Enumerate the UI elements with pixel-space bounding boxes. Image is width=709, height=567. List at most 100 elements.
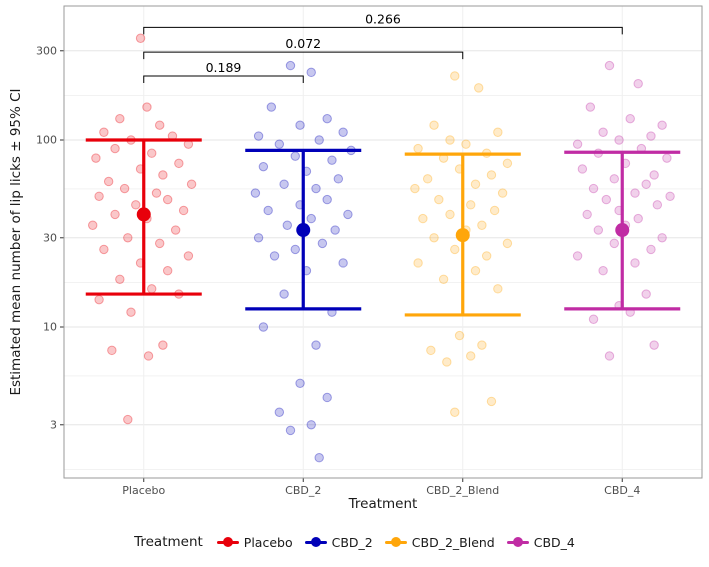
data-point — [429, 233, 439, 243]
data-point — [103, 176, 114, 187]
y-tick-label: 10 — [43, 321, 57, 334]
data-point — [481, 251, 492, 261]
data-point — [588, 183, 599, 194]
legend-item-cbd-2-blend: CBD_2_Blend — [384, 535, 495, 550]
data-point — [489, 205, 500, 216]
legend: Treatment Placebo CBD_2 CBD_2_Blend CBD_… — [0, 534, 709, 550]
data-point — [665, 191, 675, 201]
legend-item-cbd-4: CBD_4 — [506, 535, 575, 550]
data-point — [263, 205, 273, 216]
data-point — [649, 340, 659, 350]
data-point — [422, 174, 433, 184]
data-point — [477, 340, 487, 350]
data-point — [429, 120, 439, 130]
data-point — [115, 274, 125, 284]
data-point — [633, 213, 643, 224]
data-point — [572, 139, 583, 149]
panel-background — [64, 6, 702, 478]
data-point — [119, 183, 130, 194]
data-point — [333, 174, 344, 184]
data-point — [322, 194, 332, 205]
data-point — [410, 183, 420, 194]
data-point — [470, 266, 481, 276]
data-point — [477, 220, 487, 230]
data-point — [343, 209, 353, 220]
data-point — [107, 345, 117, 356]
legend-item-placebo: Placebo — [216, 534, 293, 550]
data-point — [322, 392, 332, 403]
y-tick-label: 300 — [36, 44, 57, 57]
mean-point — [136, 207, 151, 222]
data-point — [94, 294, 104, 305]
data-point — [99, 127, 109, 137]
x-tick-label: CBD_4 — [604, 484, 640, 497]
p-value-label: 0.189 — [206, 60, 242, 75]
data-point — [110, 209, 120, 220]
data-point — [418, 213, 428, 224]
data-point — [99, 244, 109, 255]
data-point — [178, 205, 189, 216]
data-point — [155, 238, 165, 249]
data-point — [497, 188, 508, 198]
data-point — [641, 179, 651, 189]
data-point — [311, 183, 321, 194]
data-point — [633, 79, 643, 89]
data-point — [493, 284, 503, 294]
data-point — [290, 151, 300, 161]
significance-bracket — [143, 75, 304, 83]
data-point — [604, 351, 615, 361]
data-point — [652, 200, 663, 210]
y-axis-title: Estimated mean number of lip licks ± 95%… — [8, 88, 24, 396]
data-point — [274, 407, 285, 417]
x-tick-label: Placebo — [122, 484, 165, 497]
data-point — [162, 266, 173, 276]
legend-item-label: Placebo — [243, 534, 293, 550]
data-point — [186, 179, 197, 189]
legend-point-line-icon — [304, 535, 327, 549]
legend-item-label: CBD_2 — [331, 534, 373, 550]
data-point — [413, 143, 423, 154]
data-point — [577, 164, 588, 174]
chart-svg: 0.189 0.072 0.266 3 10 30 100 300 Placebo CBD_2 CB… — [36, 5, 703, 497]
data-point — [314, 453, 324, 463]
data-point — [295, 120, 305, 130]
data-point — [126, 307, 136, 317]
data-point — [94, 191, 104, 201]
data-point — [649, 170, 659, 180]
data-point — [609, 238, 619, 249]
data-point — [585, 102, 596, 112]
data-point — [598, 127, 608, 137]
x-tick-label: CBD_2 — [285, 484, 321, 497]
data-point — [258, 161, 269, 172]
p-value-label: 0.266 — [365, 11, 401, 26]
data-point — [662, 153, 672, 163]
data-point — [250, 188, 261, 198]
data-point — [147, 148, 157, 158]
y-tick-label: 30 — [43, 231, 57, 244]
data-point — [253, 233, 264, 243]
legend-title: Treatment — [134, 534, 203, 550]
data-point — [295, 378, 305, 388]
data-point — [306, 213, 316, 224]
data-point — [314, 135, 324, 145]
x-tick-label: CBD_2_Blend — [426, 484, 499, 497]
data-point — [306, 420, 316, 430]
legend-point-line-icon — [384, 535, 407, 549]
data-point — [91, 153, 101, 163]
data-point — [322, 113, 332, 124]
data-point — [285, 60, 296, 71]
data-point — [183, 251, 194, 261]
panel-border — [63, 5, 703, 479]
data-point — [266, 102, 277, 112]
data-point — [258, 322, 269, 332]
legend-item-cbd-2: CBD_2 — [304, 534, 373, 550]
data-point — [502, 158, 513, 169]
data-point — [641, 289, 651, 299]
data-point — [445, 209, 455, 220]
y-tick-label: 100 — [36, 134, 57, 147]
data-point — [317, 238, 328, 249]
legend-point-line-icon — [216, 535, 239, 549]
data-point — [174, 158, 184, 169]
data-point — [572, 251, 583, 261]
